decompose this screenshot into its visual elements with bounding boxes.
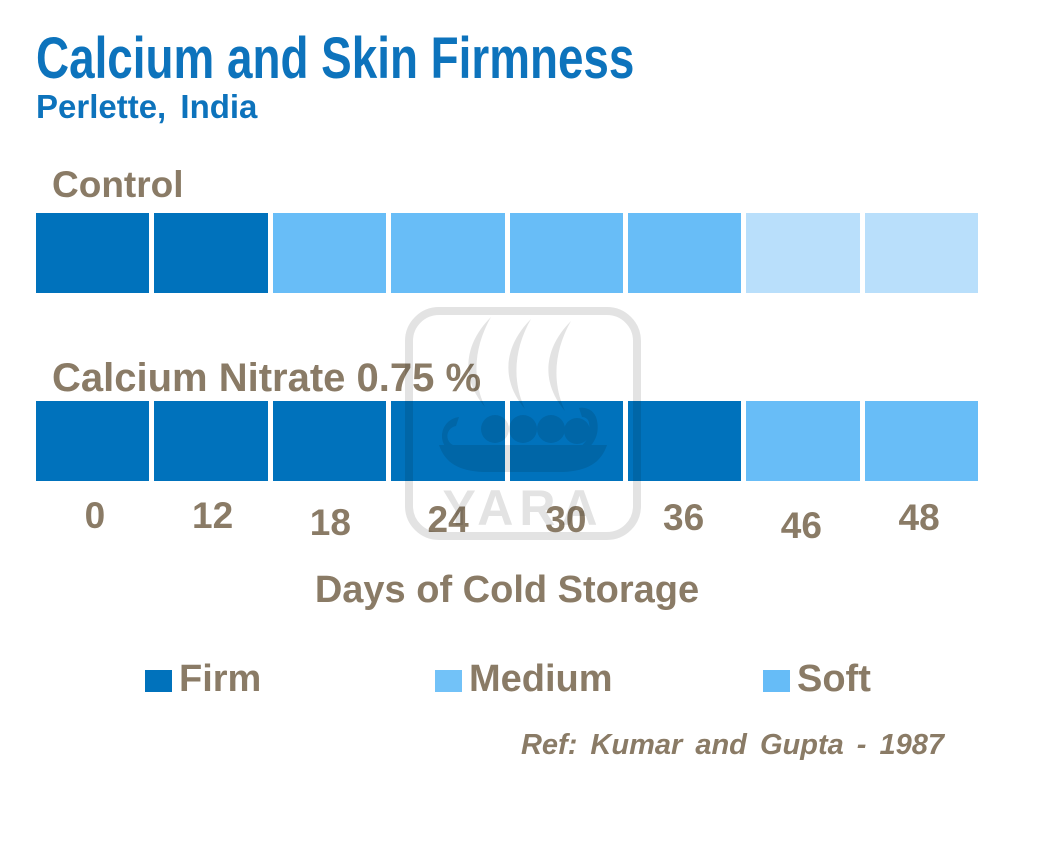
bar-segment-firm [272, 401, 387, 481]
x-tick-label: 36 [663, 497, 705, 538]
x-axis-ticks: 0 12 18 24 30 36 46 48 [36, 495, 978, 544]
x-axis-title: Days of Cold Storage [314, 569, 700, 611]
legend-item-soft: Soft [763, 660, 871, 698]
bar-segment-firm [509, 401, 623, 481]
bar-segment-medium [746, 401, 860, 481]
legend-swatch-firm [145, 670, 172, 692]
firmness-bar-calcium-nitrate [36, 401, 978, 481]
bar-segment-soft [864, 213, 978, 293]
legend-label: Medium [469, 658, 613, 700]
bar-segment-medium [509, 213, 623, 293]
legend-swatch-soft [763, 670, 790, 692]
series-label-calcium-nitrate: Calcium Nitrate 0.75 % [52, 356, 482, 400]
series-label-control: Control [52, 164, 184, 205]
x-tick-label: 12 [192, 495, 234, 536]
legend-item-firm: Firm [145, 660, 261, 698]
reference-note: Ref: Kumar and Gupta - 1987 [520, 729, 945, 761]
bar-segment-firm [391, 401, 505, 481]
legend-label: Firm [179, 658, 262, 700]
firmness-bar-control [36, 213, 978, 293]
x-tick-label: 0 [84, 495, 106, 536]
bar-segment-firm [627, 401, 742, 481]
legend-label: Soft [797, 658, 871, 700]
bar-segment-soft [746, 213, 860, 293]
x-tick-label: 24 [427, 499, 469, 540]
legend-swatch-medium [435, 670, 462, 692]
legend: Firm Medium Soft [0, 660, 1051, 700]
bar-segment-medium [627, 213, 742, 293]
legend-item-medium: Medium [435, 660, 613, 698]
page-title: Calcium and Skin Firmness [36, 26, 635, 91]
bar-segment-medium [272, 213, 387, 293]
page-subtitle: Perlette, India [36, 88, 258, 125]
bar-segment-firm [36, 213, 150, 293]
bar-segment-firm [154, 401, 268, 481]
bar-segment-firm [154, 213, 268, 293]
x-tick-label: 48 [898, 497, 940, 538]
x-tick-label: 30 [545, 499, 587, 540]
bar-segment-medium [864, 401, 978, 481]
x-tick-label: 46 [780, 505, 822, 546]
x-tick-label: 18 [309, 502, 351, 543]
bar-segment-medium [391, 213, 505, 293]
bar-segment-firm [36, 401, 150, 481]
